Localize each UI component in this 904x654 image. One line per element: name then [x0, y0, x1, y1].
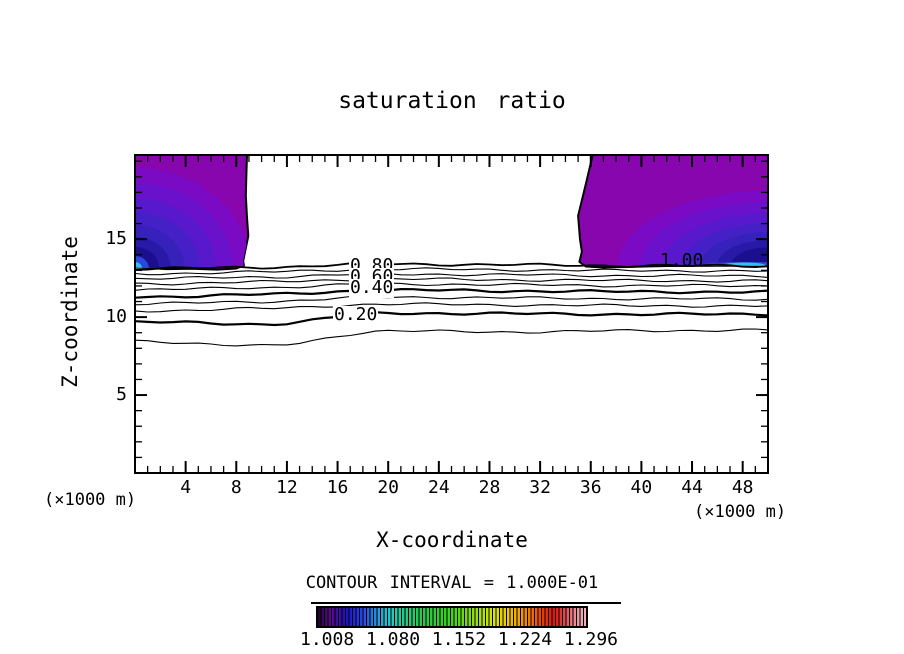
contour-line-0.4 — [135, 295, 768, 306]
colorbar-tick-label: 1.080 — [365, 629, 421, 650]
contour-line-0.5 — [135, 287, 768, 299]
colorbar-tick-label: 1.224 — [497, 629, 553, 650]
plot-border — [134, 154, 769, 474]
contour-line-1.0 — [135, 262, 768, 271]
x-unit-label-right: (×1000 m) — [694, 502, 787, 522]
plot-title: saturation ratio — [338, 88, 566, 114]
axis-ticks — [136, 156, 767, 472]
contour-label-0.20: 0.20 — [333, 304, 379, 325]
contour-line-0.9 — [135, 267, 768, 276]
x-axis-label: X-coordinate — [376, 528, 528, 552]
x-unit-label-left: (×1000 m) — [44, 490, 137, 510]
left-supersaturated-plume-bands — [135, 168, 249, 268]
contour-line-0.8 — [135, 272, 768, 280]
colorbar-tick-label: 1.296 — [563, 629, 618, 650]
colorbar — [316, 606, 588, 628]
colorbar-axis-line — [311, 602, 621, 604]
contour-line-0.2 — [135, 311, 768, 327]
contour-interval-note: CONTOUR INTERVAL = 1.000E-01 — [305, 573, 599, 593]
plot-area — [135, 155, 768, 347]
z-axis-label: Z-coordinate — [58, 236, 82, 388]
contour-line-0.3 — [135, 302, 768, 313]
contour-line-0.7 — [135, 277, 768, 286]
contour-line-0.6 — [135, 282, 768, 291]
right-supersaturated-plume-bands — [618, 190, 768, 268]
colorbar-tick-labels: 1.008 1.080 1.152 1.224 1.296 — [300, 629, 618, 650]
contour-line-0.1 — [135, 328, 768, 347]
colorbar-tick-label: 1.008 — [300, 629, 355, 650]
contour-label-1.00: 1.00 — [660, 250, 704, 271]
contour-label-0.40: 0.40 — [349, 277, 395, 298]
colorbar-tick-label: 1.152 — [431, 629, 487, 650]
